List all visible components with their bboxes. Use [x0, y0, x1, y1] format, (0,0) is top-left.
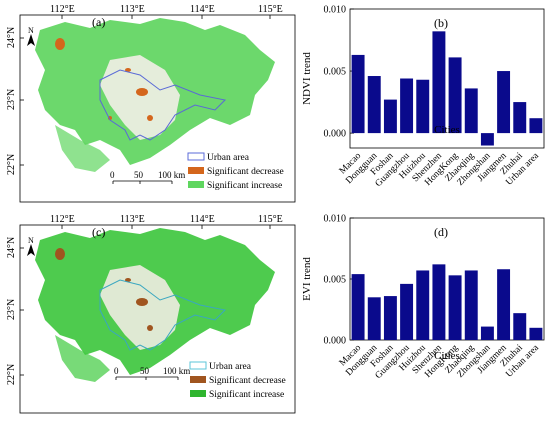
- map-legend: Urban area Significant decrease Signific…: [189, 361, 286, 400]
- bar: [383, 99, 397, 134]
- lat-label: 23°N: [6, 299, 17, 320]
- bar: [529, 118, 543, 134]
- lat-label: 24°N: [6, 237, 17, 258]
- ndvi-bar-chart: 0.0000.0050.010MacaoDongguanFoshanGuangz…: [301, 5, 545, 189]
- lat-label: 24°N: [6, 27, 17, 48]
- map-c-svg: 112°E 113°E 114°E 115°E 24°N 23°N 22°N N…: [6, 214, 296, 414]
- bar: [448, 57, 462, 134]
- lon-label: 115°E: [258, 214, 283, 225]
- decrease-patches: [55, 248, 153, 331]
- urban-outline: [99, 279, 227, 351]
- y-tick-label: 0.005: [324, 275, 347, 286]
- bar: [464, 88, 478, 134]
- y-tick-label: 0.010: [324, 5, 347, 16]
- lon-label: 112°E: [50, 4, 75, 15]
- map-panel-c: 112°E 113°E 114°E 115°E 24°N 23°N 22°N N…: [0, 210, 300, 417]
- legend-label: Significant decrease: [209, 375, 286, 386]
- legend-label: Urban area: [209, 362, 252, 372]
- svg-text:0: 0: [114, 366, 119, 376]
- bar: [383, 296, 397, 340]
- bar: [367, 297, 381, 340]
- bar: [480, 326, 494, 340]
- bar: [448, 275, 462, 340]
- bar: [432, 31, 446, 134]
- lon-label: 115°E: [258, 4, 283, 15]
- legend-label: Significant increase: [207, 180, 282, 191]
- y-tick-label: 0.005: [324, 67, 347, 78]
- bar: [480, 133, 494, 146]
- lon-label: 113°E: [120, 4, 145, 15]
- y-tick-label: 0.000: [324, 129, 347, 140]
- bar: [400, 283, 414, 340]
- evi-bar-chart: 0.0000.0050.010MacaoDongguanFoshanGuangz…: [301, 214, 545, 381]
- lon-label: 114°E: [190, 4, 215, 15]
- plot-frame: [349, 8, 545, 149]
- legend-label: Urban area: [207, 153, 250, 163]
- bar: [416, 79, 430, 134]
- urban-core: [100, 265, 180, 350]
- y-axis-label: NDVI trend: [301, 52, 313, 105]
- panel-label: (a): [92, 15, 105, 29]
- lat-label: 22°N: [6, 154, 17, 175]
- map-a-svg: 112°E 113°E 114°E 115°E 24°N 23°N 22°N: [6, 4, 296, 203]
- lat-label: 22°N: [6, 364, 17, 385]
- svg-text:50: 50: [134, 170, 144, 180]
- legend-label: Significant increase: [209, 389, 284, 400]
- land-region-south: [55, 125, 110, 172]
- panel-label: (c): [92, 225, 105, 239]
- bar: [513, 102, 527, 134]
- y-axis-label: EVI trend: [301, 257, 313, 301]
- bar: [497, 269, 511, 340]
- bar: [432, 264, 446, 340]
- bar: [497, 71, 511, 134]
- lat-label: 23°N: [6, 89, 17, 110]
- svg-text:0: 0: [110, 170, 115, 180]
- map-legend: Urban area Significant decrease Signific…: [187, 152, 284, 191]
- lon-label: 114°E: [190, 214, 215, 225]
- north-arrow-icon: N: [27, 26, 35, 46]
- urban-outline: [99, 69, 227, 141]
- y-tick-label: 0.010: [324, 214, 347, 225]
- svg-text:100 km: 100 km: [158, 170, 185, 180]
- bar: [513, 313, 527, 340]
- x-axis-label: Cities: [434, 350, 460, 362]
- bar: [351, 274, 365, 340]
- bar: [416, 270, 430, 340]
- svg-text:N: N: [28, 26, 34, 35]
- y-tick-label: 0.000: [324, 336, 347, 347]
- bar: [464, 270, 478, 340]
- map-panel-a: 112°E 113°E 114°E 115°E 24°N 23°N 22°N: [0, 0, 300, 205]
- north-arrow-icon: N: [27, 236, 35, 256]
- scale-bar: 0 50 100 km: [110, 170, 185, 184]
- panel-label: (d): [434, 225, 448, 239]
- bar: [400, 78, 414, 134]
- legend-label: Significant decrease: [207, 166, 284, 177]
- bar: [529, 327, 543, 340]
- lon-label: 113°E: [120, 214, 145, 225]
- scale-bar: 0 50 100 km: [114, 366, 190, 380]
- x-axis-label: Cities: [434, 124, 460, 136]
- panel-label: (b): [434, 16, 448, 30]
- svg-text:100 km: 100 km: [163, 366, 190, 376]
- land-region-south: [55, 335, 110, 382]
- svg-text:N: N: [28, 236, 34, 245]
- svg-text:50: 50: [140, 366, 150, 376]
- lon-label: 112°E: [50, 214, 75, 225]
- chart-panel-b: 0.000 0.005 0.010 Macao Dongguan Foshan Guangz…: [300, 0, 550, 208]
- chart-panel-d: 0.000 0.005 0.010 Macao Dongguan Foshan Guangz…: [300, 208, 550, 417]
- urban-core: [100, 55, 180, 140]
- bar: [367, 76, 381, 134]
- bar: [351, 54, 365, 134]
